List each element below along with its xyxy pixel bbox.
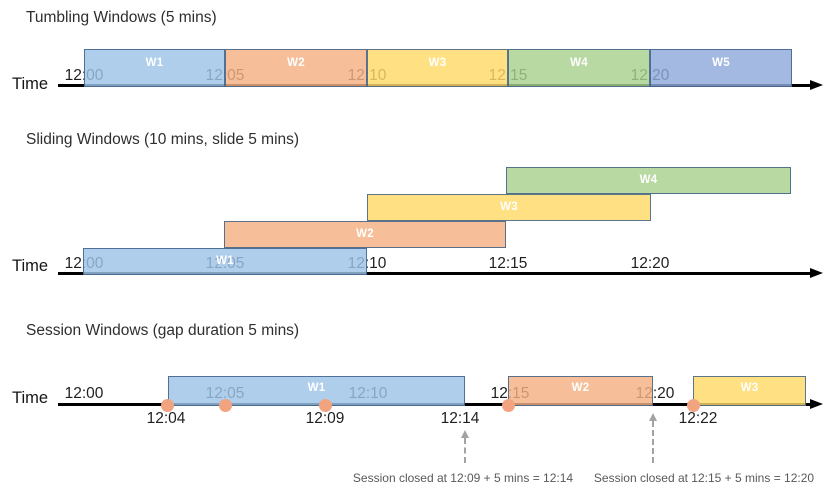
window-w4-box: W4	[508, 49, 650, 87]
annotation-text: Session closed at 12:15 + 5 mins = 12:20	[593, 471, 815, 485]
window-w4-box: W4	[506, 166, 791, 194]
window-w1-box: W1	[168, 376, 465, 406]
event-time-label: 12:09	[305, 410, 345, 427]
window-w5-box: W5	[650, 49, 792, 87]
window-label: W2	[356, 228, 374, 240]
window-label: W3	[428, 56, 447, 69]
session-close-arrow-icon	[460, 430, 469, 438]
sliding-section-title: Sliding Windows (10 mins, slide 5 mins)	[26, 131, 300, 148]
session-close-arrow-icon	[648, 413, 657, 421]
time-tick-label: 12:15	[488, 255, 528, 272]
time-axis-label: Time	[12, 75, 49, 93]
time-axis-label: Time	[12, 257, 49, 275]
window-label: W4	[639, 174, 658, 186]
window-w2-box: W2	[508, 376, 653, 406]
window-label: W5	[712, 56, 730, 69]
time-tick-label: 12:20	[630, 255, 670, 272]
window-label: W4	[570, 56, 588, 69]
window-label: W2	[571, 382, 590, 395]
window-label: W1	[307, 382, 326, 395]
session-close-arrow-line	[464, 438, 466, 463]
axis-arrowhead-icon	[810, 267, 823, 278]
window-label: W1	[216, 255, 234, 267]
window-label: W3	[740, 382, 759, 395]
window-w1-box: W1	[83, 247, 367, 275]
session-close-arrow-line	[652, 421, 654, 463]
event-time-label: 12:22	[678, 410, 718, 427]
time-axis-label: Time	[12, 389, 49, 407]
session-section-title: Session Windows (gap duration 5 mins)	[26, 322, 300, 339]
window-label: W3	[500, 201, 518, 213]
time-axis-line	[58, 272, 810, 275]
event-dot-icon	[501, 399, 515, 412]
window-w2-box: W2	[224, 220, 506, 248]
axis-arrowhead-icon	[810, 79, 823, 90]
window-w3-box: W3	[367, 49, 508, 87]
event-time-label: 12:14	[440, 410, 480, 427]
window-label: W1	[145, 56, 164, 69]
event-time-label: 12:04	[146, 410, 186, 427]
window-label: W2	[287, 56, 305, 69]
event-dot-icon	[218, 399, 232, 412]
event-dot-icon	[160, 399, 174, 412]
event-dot-icon	[686, 399, 700, 412]
window-w3-box: W3	[693, 376, 806, 406]
annotation-text: Session closed at 12:09 + 5 mins = 12:14	[352, 471, 574, 485]
time-tick-label: 12:00	[64, 385, 104, 402]
axis-arrowhead-icon	[810, 398, 823, 409]
window-w1-box: W1	[84, 49, 225, 87]
window-w2-box: W2	[225, 49, 367, 87]
event-dot-icon	[318, 399, 332, 412]
tumbling-section-title: Tumbling Windows (5 mins)	[26, 9, 217, 26]
window-w3-box: W3	[367, 193, 651, 221]
